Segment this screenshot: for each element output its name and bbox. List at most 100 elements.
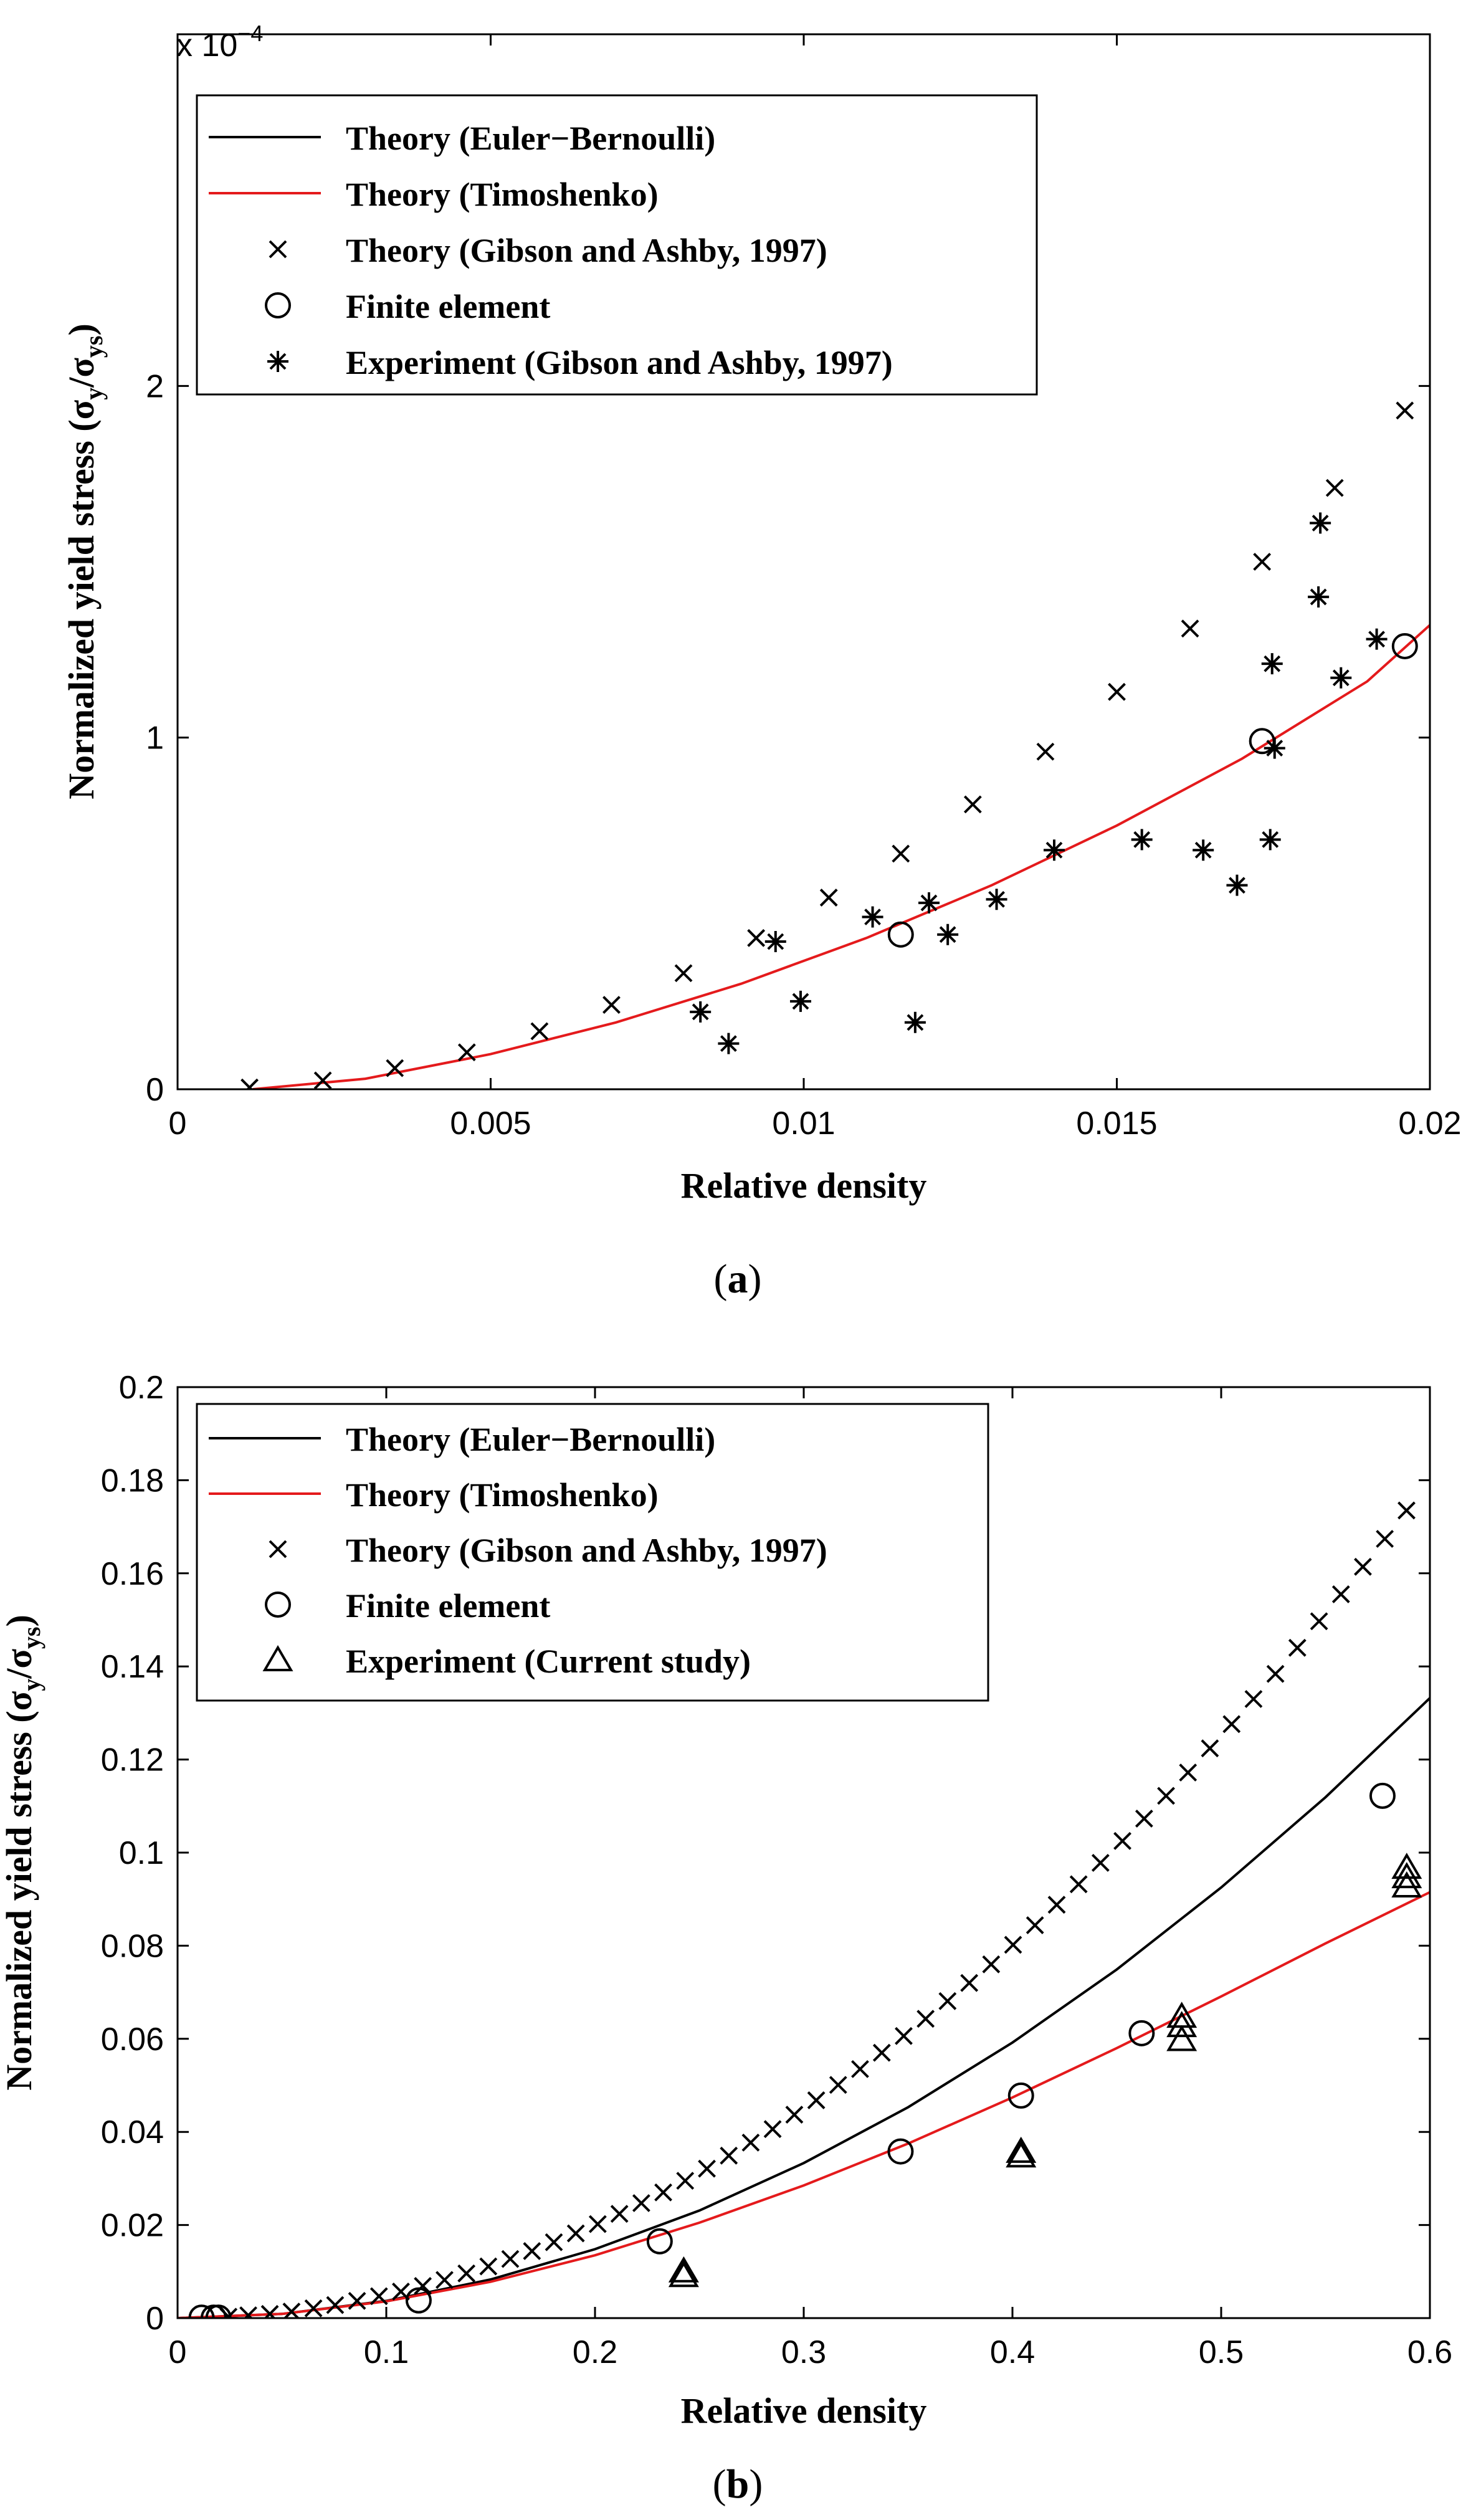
- x-tick-label-a: 0.02: [1398, 1105, 1461, 1142]
- series-layer-b: [178, 1501, 1430, 2318]
- y-tick-label-a: 0: [146, 1072, 164, 1108]
- y-tick-label-b: 0.04: [101, 2114, 164, 2150]
- data-point-experiment-gibson-and-ashby-1997-a: [1226, 874, 1248, 896]
- data-point-theory-gibson-and-ashby-1997-b: [1047, 1896, 1066, 1914]
- data-point-theory-gibson-and-ashby-1997-b: [1069, 1875, 1088, 1894]
- data-point-theory-gibson-and-ashby-1997-a: [1108, 682, 1126, 701]
- data-point-theory-gibson-and-ashby-1997-a: [892, 844, 910, 863]
- data-point-theory-gibson-and-ashby-1997-b: [1266, 1664, 1285, 1683]
- x-axis-label-b: Relative density: [681, 2390, 927, 2431]
- data-point-theory-gibson-and-ashby-1997-b: [654, 2183, 672, 2202]
- legend-marker-star-a: [267, 351, 288, 372]
- caption-b: (b): [713, 2461, 763, 2507]
- chart-b: 0 0.1 0.2 0.3 0.4 0.5 0.6 0 0.02 0.04 0.06 0.08 0.1 0…: [0, 1370, 1452, 2507]
- data-point-theory-gibson-and-ashby-1997-b: [960, 1974, 979, 1992]
- caption-a: (a): [714, 1256, 762, 1302]
- x-tick-label-a: 0.005: [450, 1105, 531, 1142]
- data-point-finite-element-b: [1369, 1782, 1396, 1809]
- data-point-theory-gibson-and-ashby-1997-b: [1091, 1854, 1110, 1872]
- data-point-theory-gibson-and-ashby-1997-b: [1179, 1764, 1197, 1782]
- data-point-theory-gibson-and-ashby-1997-b: [1288, 1638, 1307, 1657]
- series-line-theory-timoshenko-b: [178, 1891, 1430, 2318]
- legend-label-timoshenko-a: Theory (Timoshenko): [346, 176, 659, 213]
- data-point-theory-gibson-and-ashby-1997-b: [282, 2303, 301, 2318]
- data-point-theory-gibson-and-ashby-1997-b: [851, 2059, 869, 2078]
- data-point-theory-gibson-and-ashby-1997-b: [348, 2291, 366, 2310]
- legend-marker-circle-a: [265, 292, 291, 318]
- data-point-experiment-gibson-and-ashby-1997-a: [862, 906, 883, 928]
- legend-marker-x-a: [269, 240, 287, 259]
- data-point-theory-gibson-and-ashby-1997-b: [720, 2146, 738, 2165]
- data-point-experiment-gibson-and-ashby-1997-a: [1131, 829, 1153, 851]
- x-tick-label-a: 0.01: [772, 1105, 835, 1142]
- y-tick-label-b: 0.16: [101, 1556, 164, 1592]
- data-point-theory-gibson-and-ashby-1997-a: [747, 928, 766, 947]
- y-tick-label-b: 0.14: [101, 1649, 164, 1685]
- data-point-theory-gibson-and-ashby-1997-b: [917, 2010, 935, 2028]
- y-tick-label-b: 0.12: [101, 1742, 164, 1778]
- data-point-experiment-current-study-b: [668, 2256, 699, 2283]
- data-point-experiment-current-study-b: [1166, 2011, 1197, 2038]
- legend-label-fe-a: Finite element: [346, 288, 550, 325]
- x-tick-label-b: 0.4: [990, 2334, 1035, 2370]
- data-point-experiment-gibson-and-ashby-1997-a: [904, 1011, 926, 1033]
- data-point-theory-gibson-and-ashby-1997-b: [1026, 1916, 1044, 1934]
- data-point-finite-element-b: [1007, 2082, 1034, 2109]
- data-point-theory-gibson-and-ashby-1997-a: [1036, 742, 1055, 761]
- data-point-theory-gibson-and-ashby-1997-b: [1157, 1787, 1175, 1805]
- y-tick-label-a: 1: [146, 720, 164, 756]
- multiplier-base-a: x 10: [176, 27, 237, 64]
- data-point-theory-gibson-and-ashby-1997-b: [1113, 1831, 1131, 1850]
- data-point-theory-gibson-and-ashby-1997-b: [326, 2296, 345, 2314]
- legend-label-timoshenko-b: Theory (Timoshenko): [346, 1476, 659, 1514]
- data-point-theory-gibson-and-ashby-1997-b: [698, 2159, 716, 2178]
- data-point-experiment-current-study-b: [1166, 2025, 1197, 2051]
- data-point-theory-gibson-and-ashby-1997-a: [313, 1071, 332, 1089]
- series-line-theory-timoshenko-a: [252, 624, 1430, 1089]
- data-point-theory-gibson-and-ashby-1997-a: [1396, 401, 1414, 420]
- data-point-theory-gibson-and-ashby-1997-b: [479, 2257, 498, 2276]
- data-point-experiment-gibson-and-ashby-1997-a: [1261, 653, 1283, 675]
- data-point-experiment-current-study-b: [1166, 2002, 1197, 2028]
- data-point-theory-gibson-and-ashby-1997-b: [632, 2194, 650, 2212]
- data-point-theory-gibson-and-ashby-1997-a: [457, 1043, 476, 1062]
- legend-b: Theory (Euler−Bernoulli) Theory (Timoshe…: [196, 1403, 989, 1702]
- legend-box-a: [196, 94, 1038, 396]
- svg-text:Normalized yield stress (σy/σy: Normalized yield stress (σy/σys): [61, 323, 108, 799]
- data-point-theory-gibson-and-ashby-1997-b: [457, 2264, 476, 2283]
- data-point-experiment-gibson-and-ashby-1997-a: [718, 1033, 740, 1054]
- x-tick-label-b: 0.1: [364, 2334, 409, 2370]
- data-point-theory-gibson-and-ashby-1997-b: [1354, 1557, 1372, 1576]
- y-axis-label-b: Normalized yield stress (σy/σys): [0, 1615, 45, 2091]
- data-point-theory-gibson-and-ashby-1997-b: [1004, 1935, 1022, 1954]
- data-point-experiment-current-study-b: [1006, 2141, 1037, 2168]
- y-tick-label-b: 0: [146, 2301, 164, 2337]
- data-point-experiment-gibson-and-ashby-1997-a: [918, 892, 940, 914]
- data-point-theory-gibson-and-ashby-1997-a: [530, 1022, 549, 1041]
- data-point-theory-gibson-and-ashby-1997-b: [1201, 1739, 1219, 1758]
- legend-label-fe-b: Finite element: [346, 1587, 550, 1625]
- data-point-theory-gibson-and-ashby-1997-b: [895, 2026, 913, 2045]
- legend-label-gibson-a: Theory (Gibson and Ashby, 1997): [346, 232, 827, 269]
- multiplier-label-a: x 10−4: [176, 21, 263, 64]
- data-point-experiment-gibson-and-ashby-1997-a: [1310, 512, 1331, 534]
- x-tick-label-b: 0: [169, 2334, 187, 2370]
- y-tick-label-b: 0.02: [101, 2208, 164, 2244]
- x-tick-label-b: 0.6: [1407, 2334, 1452, 2370]
- data-point-experiment-current-study-b: [1391, 1871, 1422, 1898]
- data-point-theory-gibson-and-ashby-1997-b: [938, 1992, 957, 2010]
- x-tick-label-b: 0.5: [1199, 2334, 1244, 2370]
- data-point-theory-gibson-and-ashby-1997-b: [676, 2172, 695, 2190]
- ticks-layer-a: 0 0.005 0.01 0.015 0.02 0 1 2: [146, 34, 1462, 1142]
- data-point-theory-gibson-and-ashby-1997-b: [610, 2205, 629, 2223]
- y-axis-label-a: Normalized yield stress (σy/σys): [61, 323, 108, 799]
- x-tick-label-a: 0: [169, 1105, 187, 1142]
- y-tick-label-b: 0.06: [101, 2021, 164, 2058]
- data-point-theory-gibson-and-ashby-1997-b: [260, 2304, 279, 2318]
- legend-box-b: [196, 1403, 989, 1702]
- data-point-theory-gibson-and-ashby-1997-b: [436, 2271, 454, 2289]
- data-point-experiment-gibson-and-ashby-1997-a: [1259, 829, 1281, 851]
- data-point-experiment-gibson-and-ashby-1997-a: [986, 889, 1007, 910]
- data-point-experiment-gibson-and-ashby-1997-a: [764, 930, 786, 952]
